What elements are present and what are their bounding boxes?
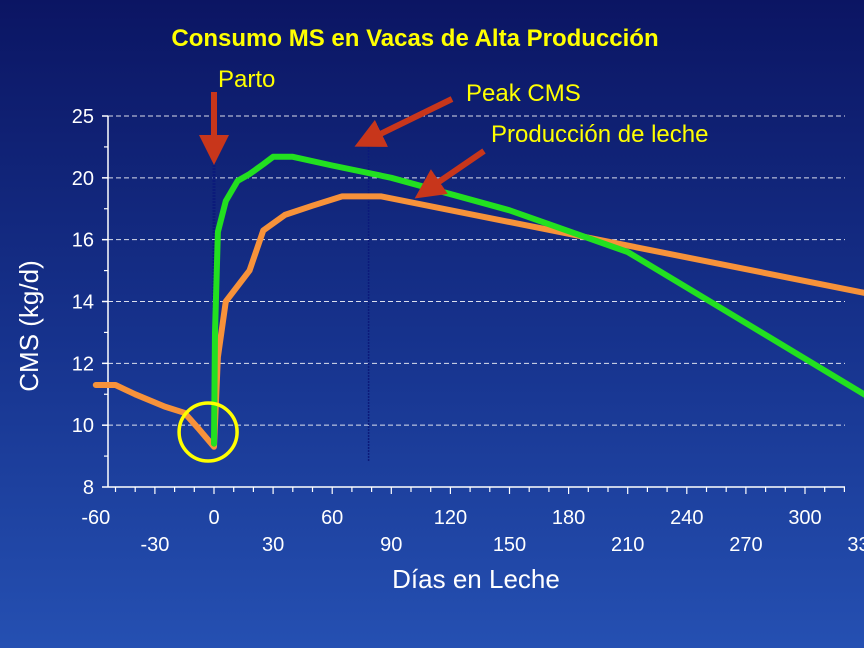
x-tick-label-upper: 300 <box>788 507 821 529</box>
series-line-leche <box>211 153 864 447</box>
y-axis-label: CMS (kg/d) <box>14 260 44 391</box>
annotation-parto: Parto <box>218 66 275 93</box>
peak-arrow <box>354 96 454 147</box>
chart-title: Consumo MS en Vacas de Alta Producción <box>171 25 658 52</box>
annotation-produccion-leche: Producción de leche <box>491 121 708 148</box>
x-tick-label-lower: 150 <box>493 534 526 556</box>
x-tick-label-lower: 30 <box>262 534 284 556</box>
y-tick-label: 20 <box>72 168 94 190</box>
x-tick-label-upper: 120 <box>434 507 467 529</box>
y-tick-label: 16 <box>72 230 94 252</box>
x-tick-label-upper: 240 <box>670 507 703 529</box>
x-tick-label-upper: 180 <box>552 507 585 529</box>
series-group <box>92 153 864 450</box>
y-axis: 8 10 12 14 16 20 25 <box>72 106 109 499</box>
x-tick-label-lower: 270 <box>729 534 762 556</box>
y-tick-label: 14 <box>72 292 94 314</box>
y-tick-label: 10 <box>72 415 94 437</box>
x-tick-label-upper: 60 <box>321 507 343 529</box>
series-line-cms <box>92 193 864 450</box>
x-tick-label-lower: 210 <box>611 534 644 556</box>
x-axis-label: Días en Leche <box>392 564 560 594</box>
y-tick-label: 12 <box>72 353 94 375</box>
y-tick-label: 25 <box>72 106 94 128</box>
leche-arrow <box>414 148 486 199</box>
x-tick-label-upper: -60 <box>81 507 110 529</box>
grid-lines <box>108 115 845 426</box>
x-tick-label-lower: 90 <box>380 534 402 556</box>
x-tick-label-lower: -30 <box>140 534 169 556</box>
x-tick-label-lower: 330 <box>847 534 864 556</box>
x-axis: -60060120180240300360-303090150210270330 <box>81 486 864 556</box>
annotation-peak-cms: Peak CMS <box>466 80 581 107</box>
y-tick-label: 8 <box>83 477 94 499</box>
parto-highlight-circle <box>177 401 239 463</box>
x-tick-label-upper: 0 <box>208 507 219 529</box>
